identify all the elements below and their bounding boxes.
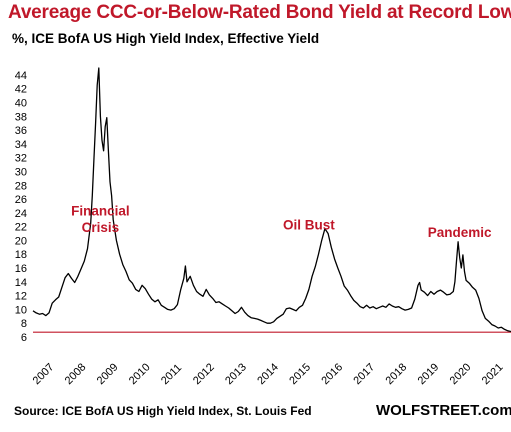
x-tick-label: 2014: [255, 361, 281, 387]
y-tick-label: 10: [15, 304, 27, 316]
x-tick-label: 2021: [480, 361, 506, 387]
x-tick-label: 2012: [191, 361, 217, 387]
x-tick-label: 2019: [416, 361, 442, 387]
y-tick-label: 12: [15, 291, 27, 303]
x-axis-ticks: 2007 2008 2009 2010 2011 2012 2013 2014 2015 2016…: [31, 361, 506, 387]
annotation-label: Pandemic: [428, 225, 492, 240]
y-tick-label: 22: [15, 222, 27, 234]
y-tick-label: 36: [15, 125, 27, 137]
annotation-label: Crisis: [82, 220, 120, 235]
x-tick-label: 2007: [31, 361, 57, 387]
x-tick-label: 2020: [448, 361, 474, 387]
y-tick-label: 14: [15, 277, 27, 289]
source-note: Source: ICE BofA US High Yield Index, St…: [14, 404, 312, 418]
brand-logo: WOLFSTREET.com: [376, 402, 511, 419]
y-tick-label: 44: [15, 70, 27, 82]
y-tick-label: 20: [15, 235, 27, 247]
chart-subtitle: %, ICE BofA US High Yield Index, Effecti…: [12, 31, 320, 46]
x-tick-label: 2013: [223, 361, 249, 387]
x-tick-label: 2016: [319, 361, 345, 387]
y-tick-label: 28: [15, 180, 27, 192]
y-tick-label: 8: [21, 318, 27, 330]
x-tick-label: 2008: [63, 361, 89, 387]
x-tick-label: 2011: [159, 362, 184, 387]
x-tick-label: 2009: [95, 361, 121, 387]
y-tick-label: 38: [15, 111, 27, 123]
chart-title: Avereage CCC-or-Below-Rated Bond Yield a…: [8, 2, 511, 23]
y-tick-label: 30: [15, 166, 27, 178]
series-line: [32, 67, 511, 333]
x-tick-label: 2015: [287, 361, 313, 387]
annotation-label: Financial: [71, 204, 130, 219]
y-tick-label: 24: [15, 208, 27, 220]
x-tick-label: 2018: [384, 361, 410, 387]
x-tick-label: 2010: [127, 361, 153, 387]
y-tick-label: 32: [15, 153, 27, 165]
x-tick-label: 2017: [351, 361, 377, 387]
y-tick-label: 6: [21, 332, 27, 344]
y-tick-label: 16: [15, 263, 27, 275]
y-tick-label: 42: [15, 84, 27, 96]
y-tick-label: 18: [15, 249, 27, 261]
annotation-label: Oil Bust: [283, 217, 335, 232]
y-tick-label: 40: [15, 97, 27, 109]
y-tick-label: 26: [15, 194, 27, 206]
y-tick-label: 34: [15, 139, 27, 151]
